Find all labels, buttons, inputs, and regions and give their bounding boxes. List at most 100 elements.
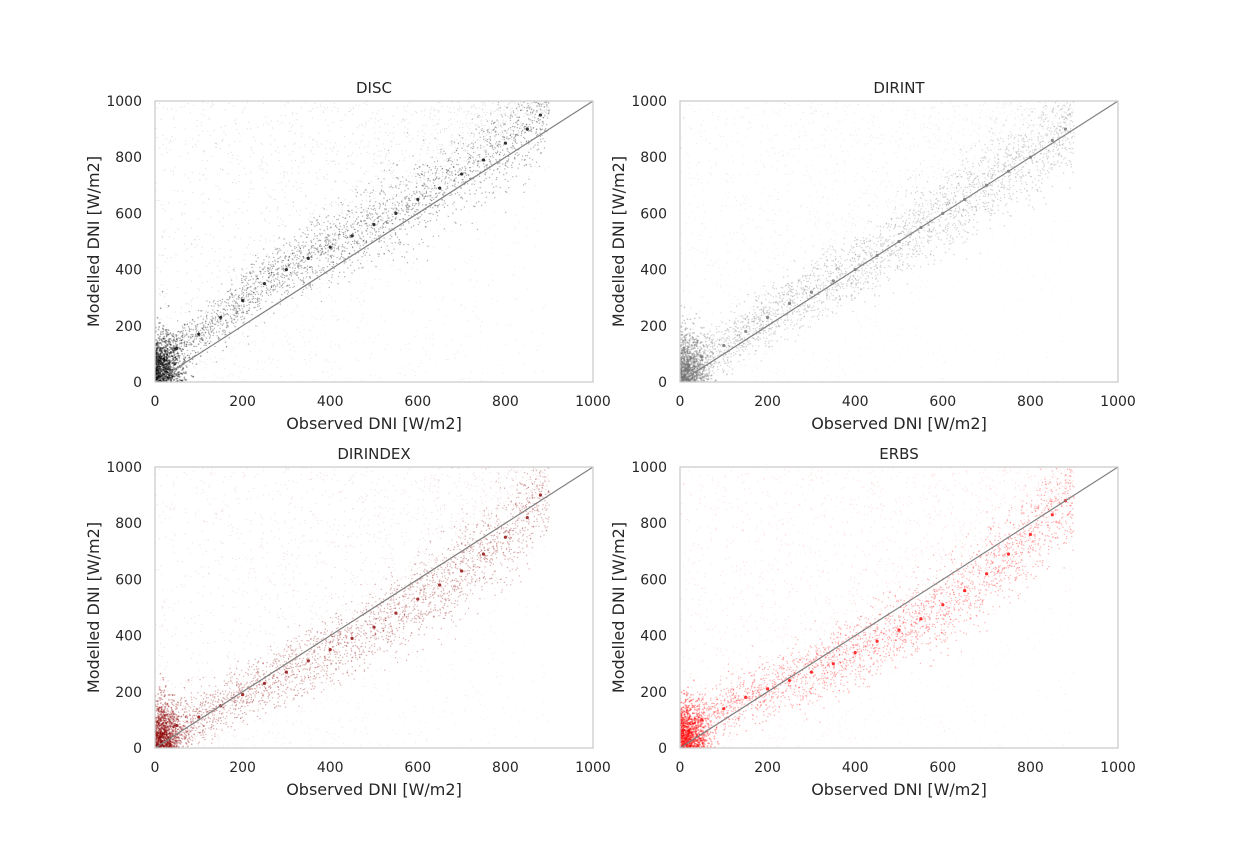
- scatter-point: [261, 282, 263, 284]
- scatter-point: [228, 239, 230, 241]
- scatter-point: [494, 131, 497, 133]
- scatter-point: [442, 153, 444, 155]
- scatter-point: [462, 173, 465, 175]
- scatter-point: [177, 287, 179, 289]
- scatter-point: [172, 350, 175, 352]
- scatter-point: [380, 118, 382, 120]
- scatter-point: [161, 354, 164, 357]
- scatter-point: [360, 211, 362, 214]
- scatter-point: [242, 296, 244, 298]
- scatter-point: [327, 163, 329, 165]
- scatter-point: [183, 355, 185, 357]
- scatter-point: [435, 196, 438, 198]
- scatter-point: [205, 265, 208, 268]
- scatter-point: [424, 172, 426, 174]
- scatter-point: [211, 322, 214, 324]
- scatter-point: [542, 116, 544, 119]
- scatter-point: [167, 341, 170, 344]
- scatter-point: [350, 154, 352, 156]
- scatter-point: [418, 174, 421, 177]
- scatter-point: [414, 111, 417, 113]
- scatter-point: [222, 312, 225, 314]
- scatter-point: [378, 240, 380, 242]
- scatter-point: [331, 374, 333, 376]
- scatter-point: [510, 101, 512, 104]
- scatter-point: [298, 172, 300, 174]
- scatter-point: [382, 218, 385, 220]
- scatter-point: [331, 247, 334, 249]
- scatter-point: [444, 178, 446, 180]
- scatter-point: [325, 216, 327, 218]
- scatter-point: [425, 204, 427, 206]
- scatter-point: [398, 187, 400, 190]
- scatter-point: [380, 218, 382, 221]
- scatter-point: [540, 103, 543, 106]
- scatter-point: [312, 153, 314, 155]
- scatter-point: [464, 167, 467, 170]
- scatter-point: [280, 249, 282, 251]
- scatter-point: [397, 242, 400, 244]
- scatter-point: [365, 195, 367, 197]
- scatter-point: [234, 364, 237, 366]
- scatter-point: [216, 319, 219, 321]
- scatter-point: [425, 192, 428, 194]
- scatter-point: [400, 121, 403, 123]
- scatter-point: [158, 366, 161, 369]
- scatter-point: [423, 174, 425, 177]
- scatter-point: [251, 290, 253, 293]
- scatter-point: [383, 213, 385, 215]
- scatter-point: [447, 204, 449, 207]
- scatter-point: [216, 265, 218, 267]
- scatter-point: [458, 101, 460, 103]
- scatter-point: [471, 171, 474, 173]
- scatter-point: [247, 294, 250, 296]
- scatter-point: [302, 257, 305, 259]
- scatter-point: [326, 360, 328, 362]
- scatter-point: [284, 256, 286, 258]
- scatter-point: [221, 140, 223, 142]
- scatter-point: [444, 181, 447, 183]
- scatter-point: [437, 178, 440, 180]
- scatter-point: [209, 334, 212, 336]
- scatter-point: [169, 343, 172, 346]
- scatter-point: [165, 366, 168, 369]
- scatter-point: [157, 369, 160, 372]
- scatter-point: [511, 142, 514, 144]
- scatter-point: [516, 120, 519, 122]
- scatter-point: [309, 277, 312, 279]
- scatter-point: [404, 198, 406, 200]
- scatter-point: [523, 126, 525, 129]
- scatter-point: [233, 179, 236, 181]
- scatter-point: [194, 239, 196, 241]
- scatter-point: [164, 377, 167, 380]
- scatter-point: [207, 305, 210, 307]
- scatter-point: [157, 376, 160, 379]
- scatter-point: [272, 265, 274, 268]
- scatter-point: [292, 259, 294, 261]
- scatter-point: [207, 335, 209, 337]
- scatter-point: [395, 218, 397, 220]
- scatter-point: [312, 244, 315, 247]
- scatter-point: [170, 348, 172, 351]
- scatter-point: [499, 114, 501, 116]
- scatter-point: [359, 261, 361, 263]
- scatter-point: [166, 324, 168, 326]
- scatter-point: [439, 169, 442, 171]
- scatter-point: [155, 371, 158, 374]
- scatter-point: [209, 134, 212, 136]
- scatter-point: [337, 246, 339, 248]
- scatter-point: [241, 111, 244, 113]
- scatter-point: [371, 227, 374, 229]
- scatter-point: [344, 146, 346, 148]
- scatter-point: [478, 175, 481, 178]
- scatter-point: [399, 183, 401, 186]
- scatter-point: [375, 190, 377, 193]
- scatter-point: [282, 274, 284, 276]
- scatter-point: [163, 354, 166, 357]
- scatter-point: [498, 171, 501, 174]
- scatter-point: [346, 236, 349, 239]
- scatter-point: [164, 341, 167, 343]
- scatter-point: [260, 286, 262, 288]
- scatter-point: [504, 123, 506, 126]
- scatter-point: [233, 300, 236, 302]
